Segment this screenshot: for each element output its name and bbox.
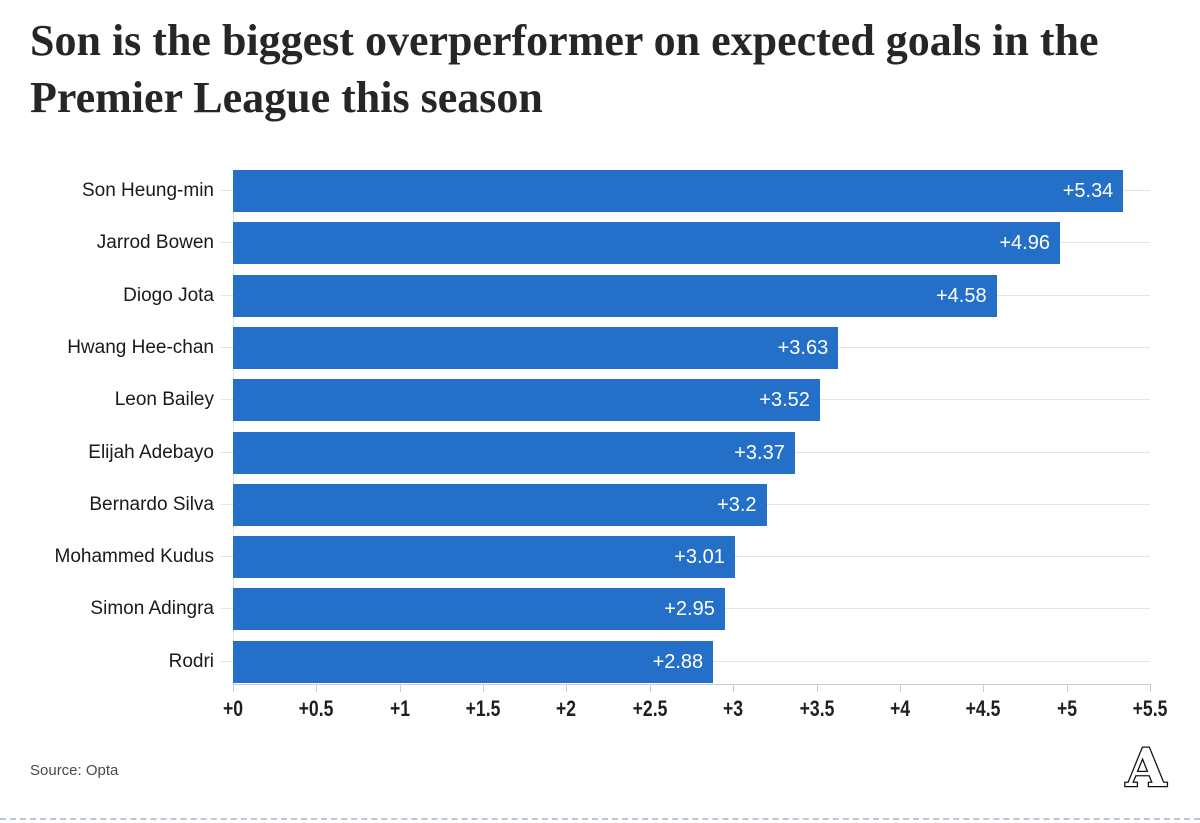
x-axis-tick bbox=[899, 684, 901, 692]
category-label: Rodri bbox=[168, 650, 214, 672]
x-axis-tick bbox=[1066, 684, 1068, 692]
category-label: Leon Bailey bbox=[114, 389, 214, 411]
x-axis-tick-label: +0 bbox=[222, 696, 244, 721]
x-axis-tick-label: +0.5 bbox=[298, 696, 334, 721]
bar-value-label: +2.88 bbox=[652, 650, 704, 673]
bar-value-label: +5.34 bbox=[1062, 180, 1114, 202]
bar: +3.37 bbox=[233, 431, 795, 474]
x-axis-tick-label: +5 bbox=[1056, 696, 1077, 721]
bar-row: Jarrod Bowen +4.96 bbox=[0, 222, 1200, 265]
x-axis-tick bbox=[649, 684, 651, 692]
bar: +4.58 bbox=[233, 274, 997, 317]
x-axis-tick bbox=[233, 684, 234, 692]
bar-value-label: +4.96 bbox=[999, 232, 1050, 255]
bar-value-label: +3.63 bbox=[777, 336, 829, 359]
x-axis-tick-label: +3.5 bbox=[799, 696, 834, 721]
x-axis-baseline bbox=[233, 684, 1151, 685]
x-axis-tick bbox=[566, 684, 568, 692]
source-note: Source: Opta bbox=[30, 762, 119, 779]
x-axis-tick-label: +4 bbox=[889, 696, 910, 721]
x-axis-tick bbox=[316, 684, 318, 692]
category-label: Son Heung-min bbox=[81, 180, 214, 201]
bar-row: Rodri +2.88 bbox=[0, 640, 1200, 683]
bar: +3.52 bbox=[233, 379, 820, 422]
x-axis-tick bbox=[816, 684, 818, 692]
y-axis-line bbox=[233, 170, 234, 684]
x-axis-tick-label: +3 bbox=[723, 696, 744, 721]
chart-title: Son is the biggest overperformer on expe… bbox=[30, 16, 1099, 122]
category-label: Diogo Jota bbox=[123, 284, 214, 306]
category-label: Mohammed Kudus bbox=[54, 546, 214, 568]
bar-value-label: +3.52 bbox=[759, 389, 810, 412]
the-athletic-logo: A bbox=[1124, 740, 1169, 794]
category-label: Hwang Hee-chan bbox=[67, 336, 214, 358]
bar: +5.34 bbox=[233, 170, 1124, 212]
svg-text:A: A bbox=[1125, 740, 1167, 794]
bar-row: Hwang Hee-chan +3.63 bbox=[0, 326, 1200, 369]
x-axis-tick bbox=[1150, 684, 1151, 692]
x-axis-tick bbox=[983, 684, 985, 692]
bar: +2.95 bbox=[233, 588, 725, 631]
bar-row: Simon Adingra +2.95 bbox=[0, 588, 1200, 631]
bar-row: Diogo Jota +4.58 bbox=[0, 274, 1200, 317]
category-label: Jarrod Bowen bbox=[96, 232, 214, 254]
x-axis-tick bbox=[483, 684, 485, 692]
bar: +3.63 bbox=[233, 326, 839, 369]
category-label: Bernardo Silva bbox=[89, 493, 214, 515]
bar: +3.2 bbox=[233, 483, 767, 526]
bottom-dashed-rule bbox=[0, 818, 1200, 820]
x-axis-tick-label: +1.5 bbox=[465, 696, 501, 721]
x-axis-tick-label: +2.5 bbox=[632, 696, 668, 721]
bar: +4.96 bbox=[233, 222, 1060, 265]
bar: +3.01 bbox=[233, 536, 735, 579]
bar-value-label: +3.01 bbox=[674, 546, 725, 569]
x-axis-tick-label: +2 bbox=[556, 696, 577, 721]
bar-row: Elijah Adebayo +3.37 bbox=[0, 431, 1200, 474]
x-axis-tick-label: +1 bbox=[389, 696, 410, 721]
bar-row: Son Heung-min +5.34 bbox=[0, 170, 1200, 212]
bar-row: Bernardo Silva +3.2 bbox=[0, 483, 1200, 526]
bar-row: Leon Bailey +3.52 bbox=[0, 379, 1200, 422]
x-axis-tick bbox=[733, 684, 735, 692]
x-axis-tick-label: +4.5 bbox=[965, 696, 1001, 721]
bar-value-label: +4.58 bbox=[936, 284, 987, 307]
bar-row: Mohammed Kudus +3.01 bbox=[0, 536, 1200, 579]
bar-value-label: +2.95 bbox=[664, 598, 715, 621]
bar-value-label: +3.2 bbox=[717, 493, 757, 516]
bar-value-label: +3.37 bbox=[734, 441, 785, 464]
category-label: Simon Adingra bbox=[90, 598, 214, 620]
bar: +2.88 bbox=[233, 640, 714, 683]
x-axis-tick bbox=[399, 684, 401, 692]
category-label: Elijah Adebayo bbox=[88, 441, 214, 463]
x-axis-tick-label: +5.5 bbox=[1132, 696, 1168, 721]
